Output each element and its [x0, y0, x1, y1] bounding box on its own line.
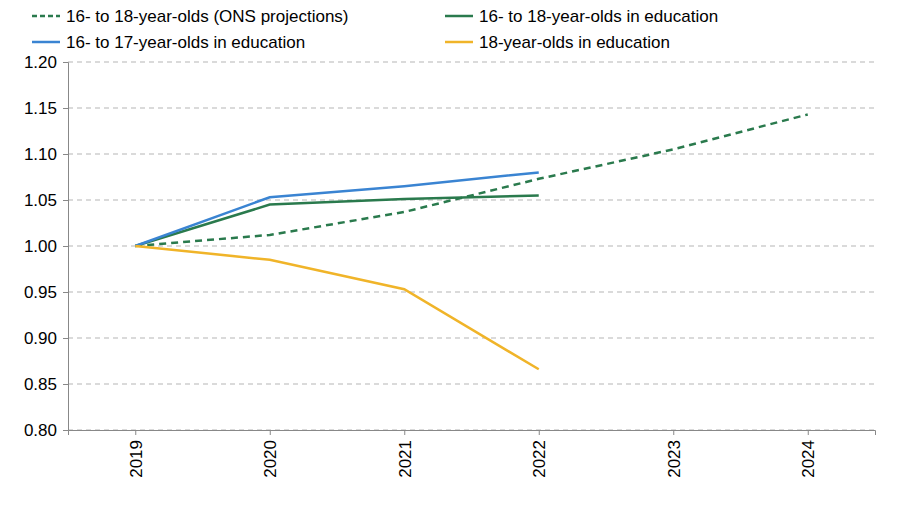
legend-label: 16- to 18-year-olds in education: [479, 7, 718, 26]
y-axis: 0.80 0.85 0.90 0.95 1.00 1.05 1.10 1.15 1.20: [24, 53, 69, 440]
legend-swatch: [445, 41, 473, 44]
grid-line: [68, 384, 875, 385]
x-tick-mark: [808, 430, 809, 435]
y-tick-label: 0.90: [24, 329, 57, 348]
x-tick-label: 2024: [799, 440, 818, 478]
chart: 0.80 0.85 0.90 0.95 1.00 1.05 1.10 1.15 1.20 2019…: [0, 0, 897, 518]
x-tick: 2019: [127, 430, 146, 478]
y-tick: 1.00: [24, 237, 68, 256]
y-tick-label: 1.05: [24, 191, 57, 210]
y-tick-label: 1.00: [24, 237, 57, 256]
y-tick: 0.85: [24, 375, 68, 394]
y-tick-label: 0.95: [24, 283, 57, 302]
x-tick: 2021: [396, 430, 415, 478]
x-tick-label: 2019: [127, 440, 146, 478]
x-axis: 2019 2020 2021 2022 2023 2024: [69, 430, 876, 478]
y-tick-label: 1.20: [24, 53, 57, 72]
y-tick-label: 0.80: [24, 421, 57, 440]
x-tick: 2022: [530, 430, 549, 478]
y-tick-mark: [63, 292, 68, 293]
y-tick: 1.05: [24, 191, 68, 210]
y-axis-line: [63, 63, 69, 431]
grid-line: [68, 200, 875, 201]
x-tick-mark: [404, 430, 405, 435]
grid-line: [68, 246, 875, 247]
x-tick-label: 2020: [261, 440, 280, 478]
plot-area: [135, 114, 808, 369]
x-tick-label: 2021: [396, 440, 415, 478]
y-tick: 1.20: [24, 53, 68, 72]
grid: [68, 62, 875, 430]
legend-item: 16- to 17-year-olds in education: [32, 33, 305, 52]
y-tick-label: 1.15: [24, 99, 57, 118]
legend-swatch: [445, 15, 473, 18]
x-tick-label: 2023: [665, 440, 684, 478]
series-line: [135, 195, 539, 246]
x-tick-mark: [135, 430, 136, 435]
x-tick-mark: [539, 430, 540, 435]
legend-label: 16- to 18-year-olds (ONS projections): [66, 7, 349, 26]
legend-item: 16- to 18-year-olds (ONS projections): [32, 7, 349, 26]
y-tick: 0.90: [24, 329, 68, 348]
legend-swatch: [32, 41, 60, 44]
y-tick: 1.10: [24, 145, 68, 164]
y-tick: 1.15: [24, 99, 68, 118]
legend-label: 18-year-olds in education: [479, 33, 670, 52]
y-tick-mark: [63, 246, 68, 247]
x-tick-mark: [270, 430, 271, 435]
y-tick-mark: [63, 154, 68, 155]
legend-item: 18-year-olds in education: [445, 33, 670, 52]
y-tick: 0.95: [24, 283, 68, 302]
series-line: [135, 246, 539, 369]
x-tick-mark: [673, 430, 674, 435]
x-tick: 2023: [665, 430, 684, 478]
legend: 16- to 18-year-olds (ONS projections) 16-…: [32, 7, 718, 52]
grid-line: [68, 154, 875, 155]
y-tick-mark: [63, 384, 68, 385]
legend-label: 16- to 17-year-olds in education: [66, 33, 305, 52]
y-tick: 0.80: [24, 421, 68, 440]
x-tick: 2020: [261, 430, 280, 478]
x-tick-label: 2022: [530, 440, 549, 478]
x-axis-line: [69, 431, 876, 436]
legend-swatch: [32, 15, 60, 18]
y-tick-mark: [63, 338, 68, 339]
grid-line: [68, 292, 875, 293]
y-tick-mark: [63, 200, 68, 201]
y-tick-mark: [63, 108, 68, 109]
y-tick-mark: [63, 62, 68, 63]
grid-line: [68, 62, 875, 63]
y-tick-label: 0.85: [24, 375, 57, 394]
legend-item: 16- to 18-year-olds in education: [445, 7, 718, 26]
grid-line: [68, 108, 875, 109]
grid-line: [68, 338, 875, 339]
series-line: [135, 172, 539, 246]
series-line: [135, 114, 808, 246]
x-tick: 2024: [799, 430, 818, 478]
y-tick-mark: [63, 430, 68, 431]
y-tick-label: 1.10: [24, 145, 57, 164]
